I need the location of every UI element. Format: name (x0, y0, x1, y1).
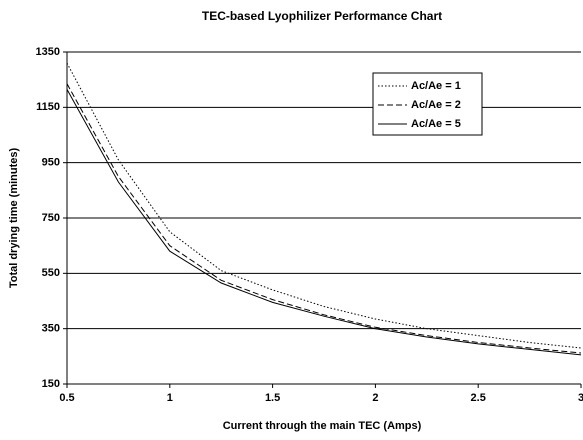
chart-title: TEC-based Lyophilizer Performance Chart (202, 9, 442, 23)
y-tick-label: 150 (42, 378, 60, 390)
series-line (66, 83, 582, 354)
legend-box (372, 72, 483, 136)
y-tick-label: 350 (42, 323, 60, 335)
y-tick-label: 1350 (36, 46, 60, 58)
legend-label: Ac/Ae = 5 (411, 118, 461, 130)
y-axis-label: Total drying time (minutes) (8, 147, 20, 288)
y-tick-label: 550 (42, 267, 60, 279)
y-tick-label: 750 (42, 212, 60, 224)
series-line (66, 89, 582, 356)
x-tick-label: 1.5 (265, 392, 280, 404)
series-line (66, 62, 582, 349)
x-tick-label: 1 (167, 392, 173, 404)
legend-label: Ac/Ae = 2 (411, 99, 461, 111)
legend-label: Ac/Ae = 1 (411, 80, 461, 92)
y-tick-label: 950 (42, 157, 60, 169)
x-axis-label: Current through the main TEC (Amps) (223, 420, 422, 432)
x-tick-label: 2.5 (471, 392, 486, 404)
x-tick-label: 2 (372, 392, 378, 404)
y-tick-label: 1150 (36, 101, 60, 113)
x-tick-label: 3 (578, 392, 583, 404)
x-tick-label: 0.5 (59, 392, 74, 404)
